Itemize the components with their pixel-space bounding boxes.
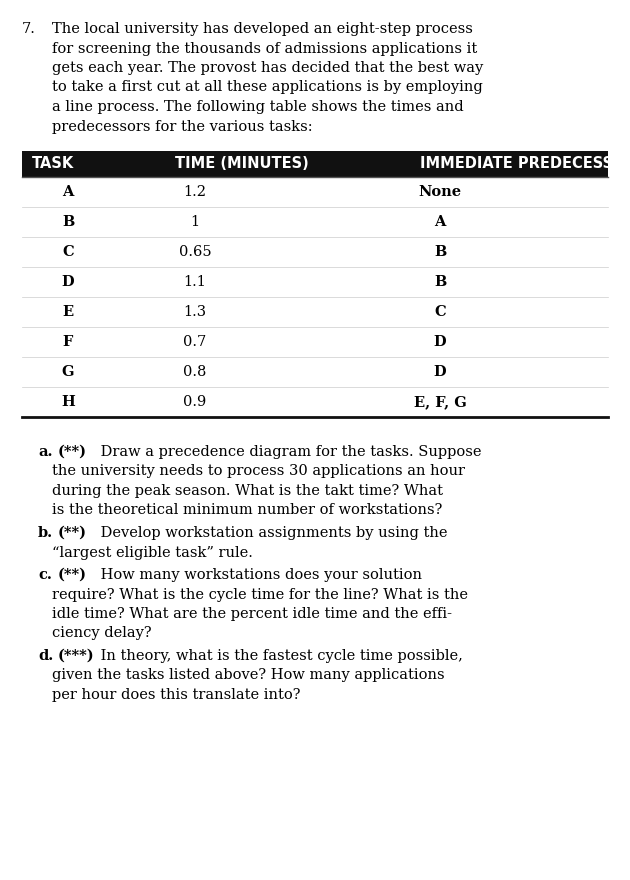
Text: 0.8: 0.8 [183, 365, 207, 379]
Text: D: D [433, 335, 446, 349]
Text: The local university has developed an eight-step process: The local university has developed an ei… [52, 22, 473, 36]
Text: to take a first cut at all these applications is by employing: to take a first cut at all these applica… [52, 80, 483, 94]
Text: D: D [62, 275, 74, 289]
Text: Draw a precedence diagram for the tasks. Suppose: Draw a precedence diagram for the tasks.… [96, 445, 481, 459]
Text: predecessors for the various tasks:: predecessors for the various tasks: [52, 120, 312, 134]
Text: idle time? What are the percent idle time and the effi-: idle time? What are the percent idle tim… [52, 607, 452, 621]
Text: during the peak season. What is the takt time? What: during the peak season. What is the takt… [52, 484, 443, 498]
Text: “largest eligible task” rule.: “largest eligible task” rule. [52, 546, 253, 560]
Text: ciency delay?: ciency delay? [52, 627, 152, 641]
Text: (***): (***) [58, 649, 94, 663]
Text: TIME (MINUTES): TIME (MINUTES) [175, 157, 309, 172]
Text: gets each year. The provost has decided that the best way: gets each year. The provost has decided … [52, 61, 483, 75]
Text: C: C [62, 245, 74, 259]
Text: F: F [63, 335, 73, 349]
Text: a.: a. [38, 445, 52, 459]
Bar [22, 151, 608, 177]
Text: A: A [434, 215, 445, 229]
Text: d.: d. [38, 649, 54, 663]
Text: the university needs to process 30 applications an hour: the university needs to process 30 appli… [52, 465, 465, 479]
Text: 1.3: 1.3 [183, 305, 207, 319]
Text: (**): (**) [58, 445, 87, 459]
Text: How many workstations does your solution: How many workstations does your solution [96, 568, 422, 582]
Text: E: E [62, 305, 74, 319]
Text: 0.9: 0.9 [183, 395, 207, 409]
Text: H: H [61, 395, 75, 409]
Text: G: G [62, 365, 74, 379]
Text: B: B [434, 275, 446, 289]
Text: B: B [434, 245, 446, 259]
Text: IMMEDIATE PREDECESSOR: IMMEDIATE PREDECESSOR [420, 157, 630, 172]
Text: A: A [62, 185, 74, 199]
Text: D: D [433, 365, 446, 379]
Text: 0.65: 0.65 [179, 245, 211, 259]
Text: TASK: TASK [32, 157, 74, 172]
Text: given the tasks listed above? How many applications: given the tasks listed above? How many a… [52, 669, 445, 683]
Text: 7.: 7. [22, 22, 36, 36]
Text: a line process. The following table shows the times and: a line process. The following table show… [52, 100, 464, 114]
Text: c.: c. [38, 568, 52, 582]
Text: B: B [62, 215, 74, 229]
Text: None: None [418, 185, 462, 199]
Text: C: C [434, 305, 446, 319]
Text: 1: 1 [190, 215, 200, 229]
Text: 1.1: 1.1 [183, 275, 207, 289]
Text: for screening the thousands of admissions applications it: for screening the thousands of admission… [52, 41, 478, 55]
Text: is the theoretical minimum number of workstations?: is the theoretical minimum number of wor… [52, 503, 442, 517]
Text: 1.2: 1.2 [183, 185, 207, 199]
Text: In theory, what is the fastest cycle time possible,: In theory, what is the fastest cycle tim… [96, 649, 463, 663]
Text: per hour does this translate into?: per hour does this translate into? [52, 688, 301, 702]
Text: b.: b. [38, 526, 53, 540]
Text: Develop workstation assignments by using the: Develop workstation assignments by using… [96, 526, 447, 540]
Text: require? What is the cycle time for the line? What is the: require? What is the cycle time for the … [52, 588, 468, 602]
Text: (**): (**) [58, 526, 87, 540]
Text: (**): (**) [58, 568, 87, 582]
Text: E, F, G: E, F, G [414, 395, 466, 409]
Text: 0.7: 0.7 [183, 335, 207, 349]
